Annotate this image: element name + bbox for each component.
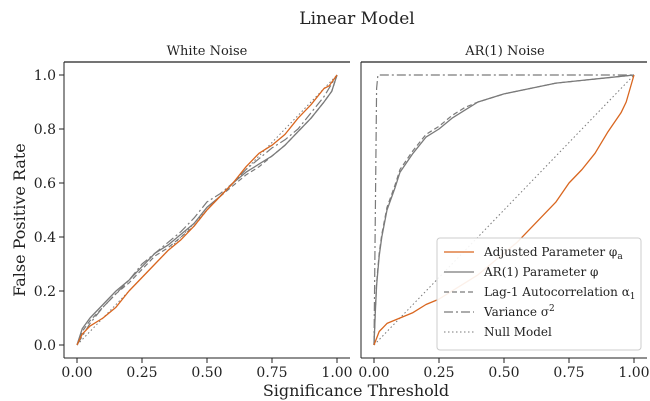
x-tick-label: 0.00: [61, 365, 92, 381]
series-line-ar1: [373, 74, 635, 346]
x-tick-label: 1.00: [321, 365, 352, 381]
y-tick-label: 0.8: [34, 122, 56, 138]
legend-label-lag1: Lag-1 Autocorrelation α1: [484, 285, 636, 302]
x-tick-label: 0.25: [423, 365, 454, 381]
tick-layer: 0.00 0.25 0.50 0.75 1.00 0.0 0.2 0.4 0.6 0.8 1.0: [34, 68, 353, 381]
x-axis-label: Significance Threshold: [263, 381, 449, 400]
y-axis-label: False Positive Rate: [10, 143, 29, 297]
series-line-null: [373, 74, 635, 346]
x-tick-label: 0.75: [553, 365, 584, 381]
tick-layer: 0.00 0.25 0.50 0.75 1.00: [358, 358, 650, 381]
figure-title: Linear Model: [299, 9, 414, 29]
y-tick-label: 0.6: [34, 176, 56, 192]
y-tick-label: 1.0: [34, 68, 56, 84]
x-tick-label: 0.25: [126, 365, 157, 381]
y-tick-label: 0.0: [34, 338, 56, 354]
series-line-adjusted: [76, 74, 338, 346]
legend-label-variance: Variance σ2: [483, 304, 555, 319]
x-tick-label: 0.50: [488, 365, 519, 381]
y-tick-label: 0.4: [34, 230, 56, 246]
panel-ar1-noise: AR(1) Noise 0.00 0.25 0.50 0.75 1.00: [358, 44, 649, 381]
legend-label-ar1: AR(1) Parameter φ: [483, 265, 598, 279]
series-line-null: [76, 74, 338, 346]
series-line-variance: [373, 74, 634, 346]
series-layer: [76, 74, 338, 346]
legend: Adjusted Parameter φa AR(1) Parameter φ La…: [436, 237, 642, 351]
y-tick-label: 0.2: [34, 284, 56, 300]
x-tick-label: 0.50: [191, 365, 222, 381]
x-tick-label: 1.00: [618, 365, 649, 381]
panel-white-noise: White Noise 0.00 0.25 0.50 0.75 1.000.00.20.…: [34, 44, 353, 381]
series-line-variance: [76, 74, 338, 346]
x-tick-label: 0.75: [256, 365, 287, 381]
legend-label-null: Null Model: [484, 325, 552, 339]
x-tick-label: 0.00: [358, 365, 389, 381]
legend-box: [436, 237, 642, 351]
panel-title: White Noise: [167, 44, 248, 59]
series-line-ar1: [76, 74, 338, 346]
panel-title: AR(1) Noise: [464, 44, 545, 59]
legend-label-adjusted: Adjusted Parameter φa: [483, 245, 623, 262]
